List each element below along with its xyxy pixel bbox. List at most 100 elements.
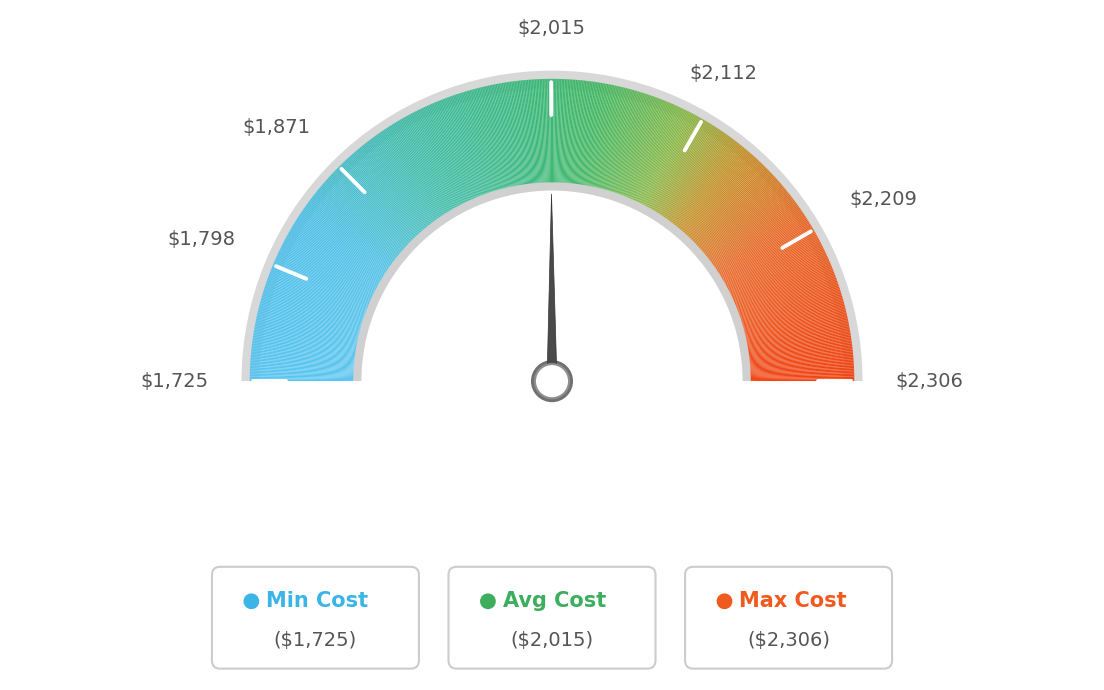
Wedge shape [649, 118, 702, 210]
Wedge shape [672, 142, 739, 226]
Wedge shape [666, 134, 728, 220]
Wedge shape [637, 108, 683, 204]
Wedge shape [747, 340, 851, 355]
Wedge shape [411, 113, 460, 207]
Wedge shape [478, 88, 505, 190]
Wedge shape [690, 165, 765, 241]
Wedge shape [375, 135, 438, 221]
Text: $2,015: $2,015 [517, 19, 585, 38]
Text: $1,798: $1,798 [167, 230, 235, 249]
Wedge shape [697, 177, 776, 248]
Wedge shape [566, 79, 575, 185]
Wedge shape [563, 79, 571, 184]
Wedge shape [731, 254, 827, 299]
Wedge shape [649, 119, 703, 210]
Wedge shape [696, 174, 774, 247]
Wedge shape [742, 302, 843, 330]
Wedge shape [679, 150, 749, 231]
Wedge shape [628, 103, 670, 200]
Text: $1,725: $1,725 [140, 372, 209, 391]
Wedge shape [745, 320, 848, 342]
Wedge shape [416, 110, 465, 205]
Wedge shape [731, 255, 828, 300]
Wedge shape [673, 144, 740, 226]
Wedge shape [620, 98, 659, 197]
Wedge shape [254, 331, 358, 349]
Wedge shape [404, 117, 456, 209]
Wedge shape [722, 228, 814, 283]
Wedge shape [384, 128, 444, 217]
Wedge shape [461, 92, 493, 193]
Wedge shape [318, 188, 400, 256]
Wedge shape [616, 95, 651, 195]
Wedge shape [440, 99, 480, 198]
Wedge shape [575, 81, 588, 186]
Wedge shape [730, 250, 825, 296]
Wedge shape [523, 80, 534, 185]
Wedge shape [691, 168, 767, 242]
Wedge shape [724, 235, 818, 287]
Wedge shape [258, 308, 361, 334]
Wedge shape [627, 102, 669, 199]
Wedge shape [315, 192, 399, 259]
Wedge shape [569, 80, 578, 185]
Wedge shape [689, 163, 763, 239]
Wedge shape [654, 121, 709, 213]
Wedge shape [473, 89, 501, 191]
Wedge shape [747, 345, 852, 359]
Wedge shape [268, 275, 368, 313]
Wedge shape [657, 125, 714, 215]
Wedge shape [577, 81, 593, 186]
Wedge shape [667, 136, 730, 221]
Wedge shape [725, 238, 819, 289]
Wedge shape [449, 96, 486, 196]
Wedge shape [733, 261, 830, 304]
Wedge shape [735, 271, 835, 310]
Wedge shape [251, 353, 355, 364]
Wedge shape [447, 97, 485, 197]
Wedge shape [739, 285, 839, 319]
Wedge shape [263, 293, 363, 324]
Wedge shape [252, 346, 357, 359]
Wedge shape [434, 103, 476, 200]
Wedge shape [522, 80, 533, 185]
Wedge shape [274, 262, 371, 305]
Wedge shape [670, 139, 735, 224]
Wedge shape [644, 113, 693, 207]
Circle shape [716, 593, 732, 609]
Wedge shape [381, 131, 442, 219]
Wedge shape [562, 79, 570, 184]
Wedge shape [705, 191, 788, 258]
Wedge shape [367, 141, 432, 226]
Wedge shape [671, 140, 736, 225]
Wedge shape [257, 310, 360, 336]
Wedge shape [374, 136, 437, 221]
Wedge shape [382, 130, 442, 218]
Wedge shape [278, 253, 373, 298]
Wedge shape [328, 178, 406, 249]
Wedge shape [745, 322, 849, 343]
Wedge shape [438, 101, 478, 199]
Wedge shape [689, 164, 764, 240]
Wedge shape [617, 96, 652, 195]
Wedge shape [732, 257, 828, 301]
Wedge shape [729, 247, 824, 295]
Wedge shape [708, 195, 790, 260]
Wedge shape [590, 84, 612, 188]
Wedge shape [481, 87, 507, 190]
Wedge shape [719, 219, 808, 277]
Wedge shape [741, 293, 841, 324]
Wedge shape [307, 202, 393, 265]
Wedge shape [436, 101, 478, 199]
Wedge shape [306, 205, 392, 267]
Wedge shape [631, 104, 675, 201]
Wedge shape [747, 335, 851, 353]
Wedge shape [431, 104, 474, 201]
Wedge shape [676, 145, 742, 228]
Wedge shape [650, 119, 704, 211]
Wedge shape [688, 162, 762, 239]
Wedge shape [251, 364, 355, 371]
Wedge shape [253, 340, 357, 355]
Wedge shape [676, 146, 743, 228]
Wedge shape [750, 375, 854, 378]
